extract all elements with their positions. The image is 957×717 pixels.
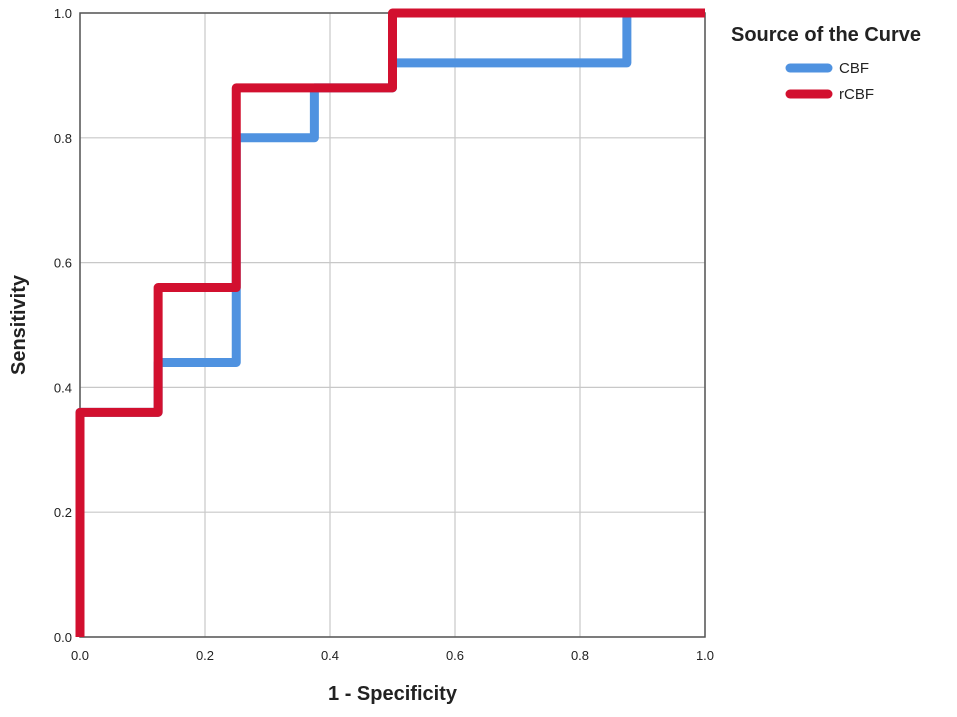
y-tick-label: 0.8 — [54, 131, 72, 146]
x-tick-label: 0.6 — [446, 648, 464, 663]
legend-title: Source of the Curve — [731, 24, 921, 46]
grid-lines — [79, 12, 706, 638]
y-tick-label: 0.4 — [54, 380, 72, 395]
x-tick-label: 0.4 — [321, 648, 339, 663]
y-tick-label: 0.2 — [54, 505, 72, 520]
legend-label: CBF — [839, 60, 869, 77]
x-tick-label: 1.0 — [696, 648, 714, 663]
series-line-cbf — [75, 8, 705, 637]
legend: CBF rCBF — [785, 60, 874, 103]
x-tick-label: 0.8 — [571, 648, 589, 663]
x-tick-label: 0.2 — [196, 648, 214, 663]
plot-frame — [79, 12, 706, 638]
x-tick-label: 0.0 — [71, 648, 89, 663]
y-tick-label: 0.6 — [54, 256, 72, 271]
y-tick-label: 1.0 — [54, 6, 72, 21]
legend-label: rCBF — [839, 86, 874, 103]
y-axis-title: Sensitivity — [8, 274, 30, 375]
series-lines — [75, 8, 705, 637]
x-axis-title: 1 - Specificity — [328, 683, 458, 705]
tick-labels: 0.0 0.2 0.4 0.6 0.8 1.0 0.0 0.2 0.4 0.6 0.8 1.0 — [54, 6, 714, 663]
series-line-rcbf — [75, 8, 705, 637]
y-tick-label: 0.0 — [54, 630, 72, 645]
